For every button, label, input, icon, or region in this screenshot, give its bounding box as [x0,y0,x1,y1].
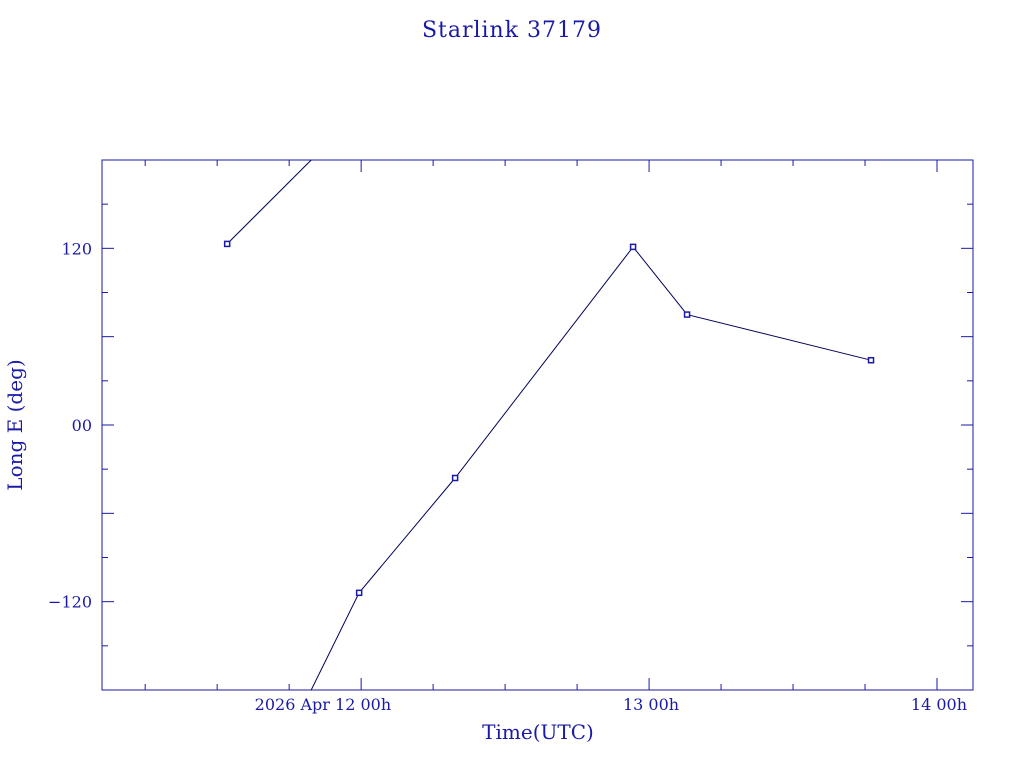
data-series [226,160,872,690]
data-point [355,589,363,597]
data-point [867,356,875,364]
series-line-2 [310,246,872,690]
data-point [629,243,637,251]
axis-tick-labels: 2026 Apr 12 00h 13 00h 14 00h 120 00 −120 [48,239,967,714]
y-tick-label: 120 [61,239,92,258]
x-tick-label: 2026 Apr 12 00h [255,695,391,714]
x-tick-label: 14 00h [911,695,967,714]
data-markers [223,240,875,597]
data-point [451,474,459,482]
chart-title: Starlink 37179 [422,18,602,43]
axis-ticks [102,160,973,690]
y-tick-label: −120 [48,593,92,612]
x-tick-label: 13 00h [623,695,679,714]
y-axis-label: Long E (deg) [3,359,27,490]
data-point [223,240,231,248]
x-axis-label: Time(UTC) [482,720,594,744]
series-line-1 [226,160,312,245]
plot-frame [101,159,974,691]
y-tick-label: 00 [72,416,92,435]
data-point [683,311,691,318]
